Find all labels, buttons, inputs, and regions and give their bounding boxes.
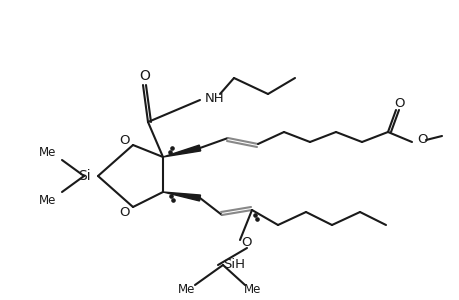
Text: O: O [241,236,252,250]
Text: Me: Me [178,284,195,296]
Text: Me: Me [39,194,56,206]
Text: NH: NH [205,92,224,104]
Text: Me: Me [39,146,56,158]
Text: O: O [119,206,130,218]
Text: Si: Si [78,169,90,183]
Text: O: O [119,134,130,146]
Text: O: O [139,69,150,83]
Text: O: O [416,133,426,146]
Text: SiH: SiH [223,259,245,272]
Text: O: O [394,97,404,110]
Polygon shape [162,145,200,157]
Text: Me: Me [244,284,261,296]
Polygon shape [162,192,200,201]
